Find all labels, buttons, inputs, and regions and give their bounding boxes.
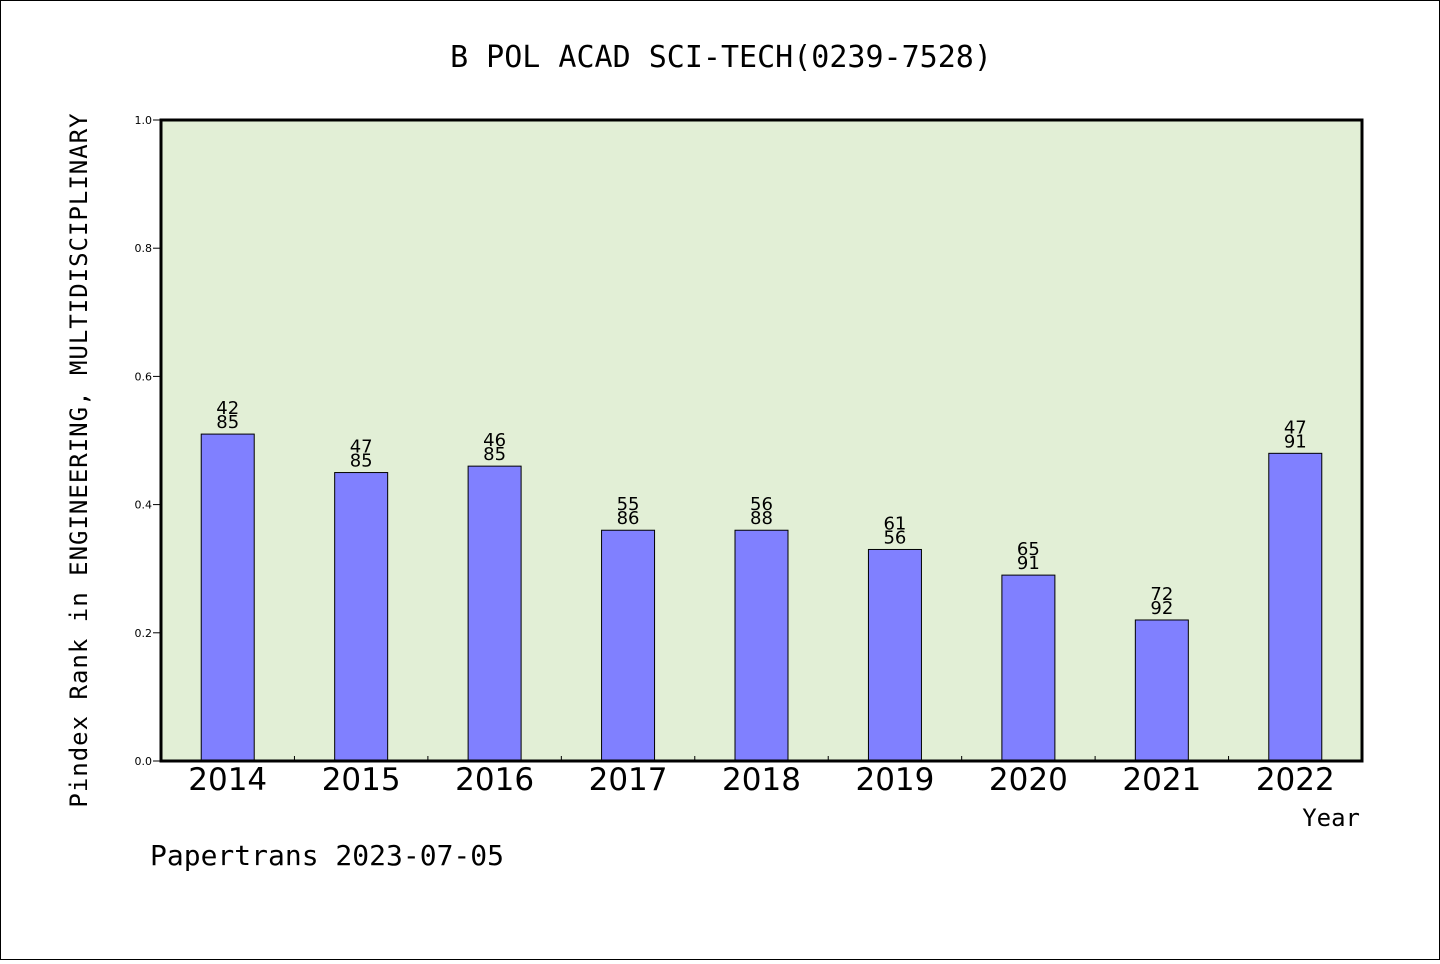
bar: [1268, 452, 1323, 762]
y-tick-label: 0.2: [135, 627, 153, 640]
bar-label-bottom: 91: [1284, 431, 1307, 452]
x-tick-label: 2021: [1122, 762, 1201, 798]
bar: [200, 433, 255, 762]
x-tick-label: 2016: [455, 762, 534, 798]
bar-label-top: 47: [350, 437, 373, 458]
bar-label-top: 55: [617, 494, 640, 515]
x-tick-label: 2019: [855, 762, 934, 798]
bar-label-bottom: 85: [483, 444, 506, 465]
y-tick-label: 0.4: [135, 499, 153, 512]
x-ticks-group: 2014 2015 2016 2017 2018 2019 2020 2021 2022: [188, 756, 1335, 798]
bar-label-bottom: 85: [216, 412, 239, 433]
x-tick-label: 2020: [989, 762, 1068, 798]
bar: [867, 548, 922, 762]
bar-label-bottom: 85: [350, 451, 373, 472]
bar: [601, 529, 656, 762]
bar-label-top: 46: [483, 430, 506, 451]
y-tick-label: 1.0: [135, 114, 153, 127]
bar-label-top: 72: [1150, 584, 1173, 605]
bar: [1001, 574, 1056, 762]
bar: [1134, 619, 1189, 762]
x-tick-label: 2017: [589, 762, 668, 798]
x-tick-label: 2018: [722, 762, 801, 798]
y-tick-label: 0.6: [135, 370, 153, 383]
bar-label-top: 61: [883, 513, 906, 534]
x-tick-label: 2015: [322, 762, 401, 798]
bar: [334, 472, 389, 762]
bar-label-bottom: 92: [1150, 598, 1173, 619]
bar-label-bottom: 86: [617, 508, 640, 529]
y-tick-label: 0.8: [135, 242, 153, 255]
bar-label-bottom: 91: [1017, 553, 1040, 574]
x-axis-label: Year: [1302, 804, 1360, 832]
footer-text: Papertrans 2023-07-05: [150, 839, 504, 872]
y-ticks-group: 0.0 0.2 0.4 0.6 0.8 1.0: [135, 114, 161, 768]
x-tick-label: 2022: [1256, 762, 1335, 798]
bar: [734, 529, 789, 762]
bar-label-bottom: 56: [883, 527, 906, 548]
y-tick-label: 0.0: [135, 755, 153, 768]
bar-label-top: 65: [1017, 539, 1040, 560]
chart-title: B POL ACAD SCI-TECH(0239-7528): [450, 40, 992, 75]
bar-label-top: 47: [1284, 417, 1307, 438]
bar-label-bottom: 88: [750, 508, 773, 529]
x-tick-label: 2014: [188, 762, 267, 798]
bar-label-top: 56: [750, 494, 773, 515]
plot-frame: [159, 118, 1364, 763]
bar: [467, 465, 522, 762]
y-axis-label: Pindex Rank in ENGINEERING, MULTIDISCIPL…: [65, 112, 93, 807]
bar-label-top: 42: [216, 398, 239, 419]
